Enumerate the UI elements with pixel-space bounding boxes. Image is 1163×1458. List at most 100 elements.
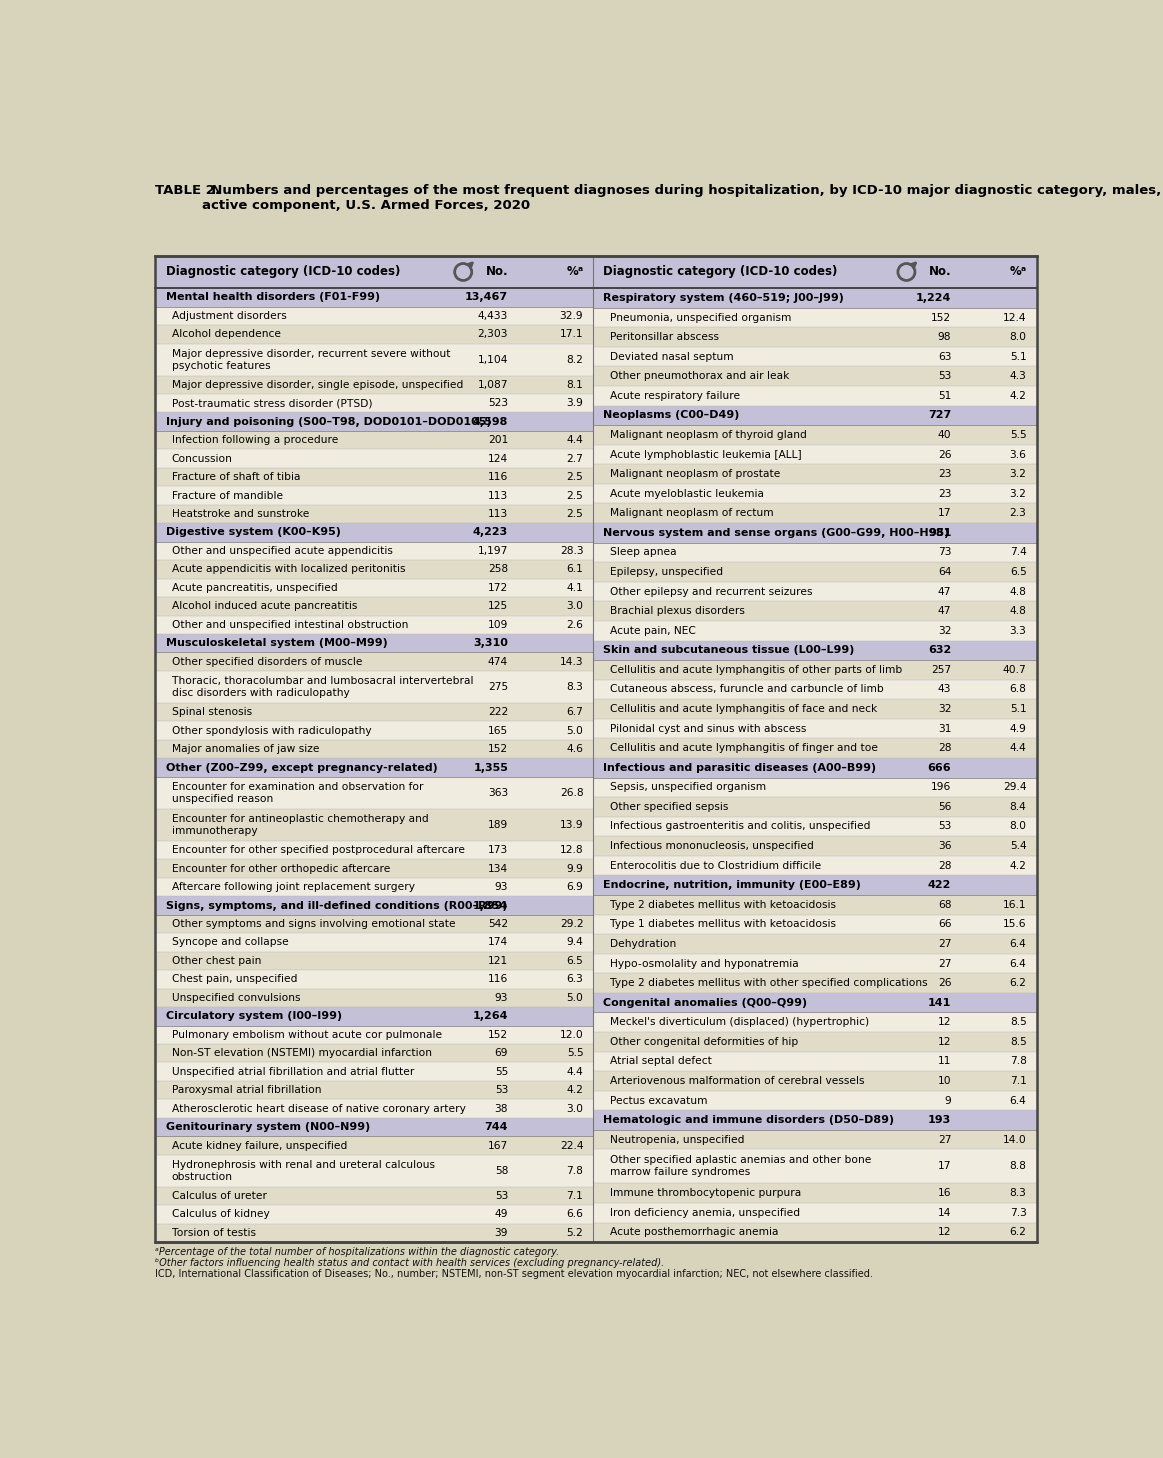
Text: 10: 10 bbox=[937, 1076, 951, 1086]
Text: 7.1: 7.1 bbox=[566, 1191, 584, 1201]
Bar bbox=[593, 1149, 1036, 1184]
Text: 4.9: 4.9 bbox=[1009, 723, 1027, 733]
Text: Post-traumatic stress disorder (PTSD): Post-traumatic stress disorder (PTSD) bbox=[172, 398, 372, 408]
Text: 3.0: 3.0 bbox=[566, 601, 584, 611]
Text: Signs, symptoms, and ill-defined conditions (R00–R99): Signs, symptoms, and ill-defined conditi… bbox=[165, 901, 507, 911]
Text: ᵃPercentage of the total number of hospitalizations within the diagnostic catego: ᵃPercentage of the total number of hospi… bbox=[156, 1247, 559, 1257]
Bar bbox=[593, 837, 1036, 856]
Text: 4.1: 4.1 bbox=[566, 583, 584, 593]
Bar bbox=[156, 344, 593, 376]
Text: 125: 125 bbox=[488, 601, 508, 611]
Text: 6.4: 6.4 bbox=[1009, 1095, 1027, 1105]
Text: 173: 173 bbox=[488, 846, 508, 856]
Bar bbox=[593, 503, 1036, 523]
Text: 542: 542 bbox=[488, 919, 508, 929]
Bar bbox=[156, 1025, 593, 1044]
Text: Fracture of shaft of tibia: Fracture of shaft of tibia bbox=[172, 472, 300, 483]
Bar bbox=[156, 809, 593, 841]
Text: 11: 11 bbox=[937, 1057, 951, 1066]
Text: 15.6: 15.6 bbox=[1003, 920, 1027, 929]
Bar bbox=[593, 405, 1036, 426]
Text: 64: 64 bbox=[937, 567, 951, 577]
Text: 4,598: 4,598 bbox=[473, 417, 508, 427]
Bar bbox=[593, 954, 1036, 974]
Text: Cutaneous abscess, furuncle and carbuncle of limb: Cutaneous abscess, furuncle and carbuncl… bbox=[609, 684, 884, 694]
Bar bbox=[156, 615, 593, 634]
Bar bbox=[593, 719, 1036, 738]
Text: Atherosclerotic heart disease of native coronary artery: Atherosclerotic heart disease of native … bbox=[172, 1104, 465, 1114]
Text: Major anomalies of jaw size: Major anomalies of jaw size bbox=[172, 744, 319, 754]
Text: 4.2: 4.2 bbox=[1009, 391, 1027, 401]
Text: 47: 47 bbox=[937, 607, 951, 617]
Text: 17: 17 bbox=[937, 1162, 951, 1171]
Bar bbox=[156, 255, 1036, 1242]
Text: Encounter for other orthopedic aftercare: Encounter for other orthopedic aftercare bbox=[172, 863, 390, 873]
Text: 167: 167 bbox=[488, 1140, 508, 1150]
Bar bbox=[156, 1099, 593, 1118]
Text: 73: 73 bbox=[937, 547, 951, 557]
Text: 93: 93 bbox=[494, 993, 508, 1003]
Text: 474: 474 bbox=[488, 656, 508, 666]
Text: 56: 56 bbox=[939, 802, 951, 812]
Bar bbox=[593, 464, 1036, 484]
Bar bbox=[156, 859, 593, 878]
Bar bbox=[156, 1136, 593, 1155]
Text: 53: 53 bbox=[939, 372, 951, 381]
Text: Cellulitis and acute lymphangitis of face and neck: Cellulitis and acute lymphangitis of fac… bbox=[609, 704, 877, 714]
Text: 363: 363 bbox=[488, 787, 508, 798]
Text: Peritonsillar abscess: Peritonsillar abscess bbox=[609, 332, 719, 343]
Bar bbox=[156, 432, 593, 449]
Bar bbox=[156, 777, 593, 809]
Text: 8.0: 8.0 bbox=[1009, 821, 1027, 831]
Text: Musculoskeletal system (M00–M99): Musculoskeletal system (M00–M99) bbox=[165, 639, 387, 649]
Bar bbox=[593, 758, 1036, 777]
Text: Other epilepsy and recurrent seizures: Other epilepsy and recurrent seizures bbox=[609, 586, 812, 596]
Bar bbox=[593, 660, 1036, 679]
Bar bbox=[156, 413, 593, 432]
Bar bbox=[593, 347, 1036, 366]
Text: 3.9: 3.9 bbox=[566, 398, 584, 408]
Text: Dehydration: Dehydration bbox=[609, 939, 676, 949]
Text: 39: 39 bbox=[494, 1228, 508, 1238]
Text: 12.4: 12.4 bbox=[1003, 312, 1027, 322]
Text: 4,433: 4,433 bbox=[478, 311, 508, 321]
Text: Cellulitis and acute lymphangitis of other parts of limb: Cellulitis and acute lymphangitis of oth… bbox=[609, 665, 902, 675]
Bar bbox=[156, 449, 593, 468]
Bar bbox=[156, 671, 593, 703]
Text: Other and unspecified acute appendicitis: Other and unspecified acute appendicitis bbox=[172, 545, 393, 555]
Text: 5.1: 5.1 bbox=[1009, 704, 1027, 714]
Text: 49: 49 bbox=[494, 1210, 508, 1219]
Text: Immune thrombocytopenic purpura: Immune thrombocytopenic purpura bbox=[609, 1188, 801, 1198]
Bar bbox=[156, 841, 593, 859]
Bar bbox=[593, 1184, 1036, 1203]
Text: Other symptoms and signs involving emotional state: Other symptoms and signs involving emoti… bbox=[172, 919, 456, 929]
Text: 55: 55 bbox=[495, 1067, 508, 1076]
Text: Type 1 diabetes mellitus with ketoacidosis: Type 1 diabetes mellitus with ketoacidos… bbox=[609, 920, 836, 929]
Bar bbox=[593, 738, 1036, 758]
Bar bbox=[156, 933, 593, 952]
Bar bbox=[593, 1032, 1036, 1051]
Text: Infectious gastroenteritis and colitis, unspecified: Infectious gastroenteritis and colitis, … bbox=[609, 821, 870, 831]
Text: 727: 727 bbox=[928, 410, 951, 420]
Text: Hematologic and immune disorders (D50–D89): Hematologic and immune disorders (D50–D8… bbox=[604, 1115, 894, 1126]
Text: 1,854: 1,854 bbox=[473, 901, 508, 911]
Text: Sepsis, unspecified organism: Sepsis, unspecified organism bbox=[609, 783, 765, 792]
Text: 1,264: 1,264 bbox=[472, 1012, 508, 1021]
Text: Acute kidney failure, unspecified: Acute kidney failure, unspecified bbox=[172, 1140, 347, 1150]
Text: 4.2: 4.2 bbox=[1009, 860, 1027, 870]
Text: Atrial septal defect: Atrial septal defect bbox=[609, 1057, 712, 1066]
Bar bbox=[156, 914, 593, 933]
Bar bbox=[156, 289, 593, 306]
Text: 257: 257 bbox=[932, 665, 951, 675]
Text: ᵇOther factors influencing health status and contact with health services (exclu: ᵇOther factors influencing health status… bbox=[156, 1258, 665, 1268]
Bar bbox=[593, 700, 1036, 719]
Text: 40.7: 40.7 bbox=[1003, 665, 1027, 675]
Text: Neoplasms (C00–D49): Neoplasms (C00–D49) bbox=[604, 410, 740, 420]
Bar bbox=[156, 1187, 593, 1206]
Text: Diagnostic category (ICD-10 codes): Diagnostic category (ICD-10 codes) bbox=[604, 265, 837, 278]
Text: 134: 134 bbox=[488, 863, 508, 873]
Bar bbox=[156, 970, 593, 989]
Text: %ᵃ: %ᵃ bbox=[1009, 265, 1027, 278]
Text: 12: 12 bbox=[937, 1228, 951, 1238]
Bar bbox=[156, 1223, 593, 1242]
